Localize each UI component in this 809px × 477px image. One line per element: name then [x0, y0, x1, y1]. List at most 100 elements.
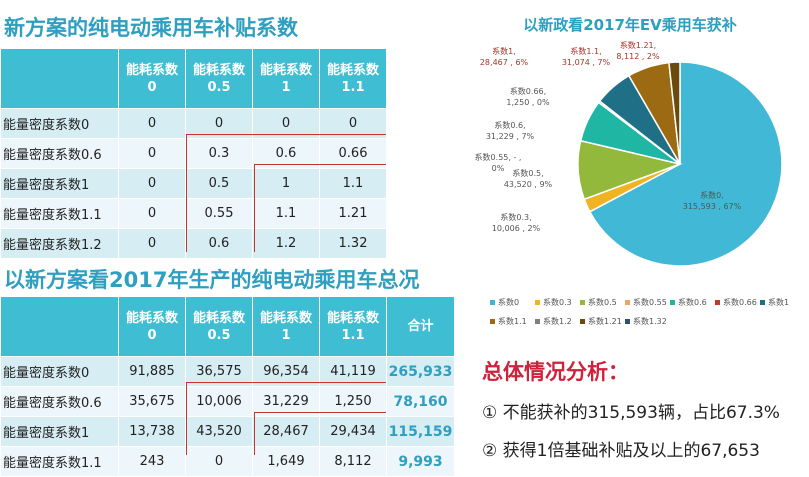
- overview-row-label: 能量密度系数1: [0, 416, 119, 447]
- overview-cell: 36,575: [185, 356, 253, 387]
- subsidy-header-cell: [0, 48, 119, 109]
- legend-label: 系数1.2: [543, 316, 572, 326]
- subsidy-pie-chart: 以新政看2017年EV乘用车获补 系数0, 315,593 , 67% 系数0.3,…: [475, 16, 790, 326]
- overview-threshold-b-v: [254, 412, 255, 455]
- pie-data-label: 系数1, 28,467 , 6%: [480, 46, 529, 67]
- legend-swatch: [535, 319, 540, 324]
- analysis-title: 总体情况分析：: [482, 360, 629, 384]
- subsidy-row-label: 能量密度系数1: [0, 168, 119, 199]
- pie-slice: [588, 61, 783, 267]
- pie-data-label: 系数0.3, 10,006 , 2%: [492, 212, 541, 233]
- subsidy-cell: 0: [118, 228, 186, 259]
- legend-swatch: [670, 300, 675, 305]
- subsidy-cell: 0: [118, 198, 186, 229]
- overview-cell: 13,738: [118, 416, 186, 447]
- legend-label: 系数1.21: [588, 316, 622, 326]
- overview-row-label: 能量密度系数0.6: [0, 386, 119, 417]
- overview-cell: 43,520: [185, 416, 253, 447]
- subsidy-cell: 1.21: [319, 198, 387, 229]
- subsidy-cell: 1.1: [319, 168, 387, 199]
- subsidy-cell: 0.3: [185, 138, 253, 169]
- subsidy-cell: 0.66: [319, 138, 387, 169]
- overview-cell: 265,933: [386, 356, 455, 387]
- subsidy-header-row: 能耗系数 0 能耗系数 0.5 能耗系数 1 能耗系数 1.1: [0, 48, 387, 109]
- threshold-line-b-v: [254, 164, 255, 252]
- subsidy-row: 能量密度系数1.2 0 0.6 1.2 1.32: [0, 228, 387, 259]
- subsidy-row: 能量密度系数1.1 0 0.55 1.1 1.21: [0, 198, 387, 229]
- overview-threshold-a-h: [186, 382, 386, 383]
- subsidy-table-title: 新方案的纯电动乘用车补贴系数: [4, 16, 298, 40]
- subsidy-cell: 1.2: [252, 228, 320, 259]
- overview-row: 能量密度系数1 13,738 43,520 28,467 29,434 115,159: [0, 416, 455, 447]
- subsidy-header-cell: 能耗系数 1: [252, 48, 320, 109]
- overview-header-row: 能耗系数 0 能耗系数 0.5 能耗系数 1 能耗系数 1.1 合计: [0, 296, 455, 357]
- analysis-point-2: ② 获得1倍基础补贴及以上的67,653: [482, 441, 760, 461]
- legend-label: 系数0.6: [678, 297, 707, 307]
- overview-cell: 1,250: [319, 386, 387, 417]
- threshold-line-a-h: [186, 134, 386, 135]
- overview-row-label: 能量密度系数0: [0, 356, 119, 387]
- overview-header-cell: 合计: [386, 296, 455, 357]
- analysis-point-1: ① 不能获补的315,593辆，占比67.3%: [482, 403, 780, 423]
- subsidy-cell: 0.6: [252, 138, 320, 169]
- legend-swatch: [625, 319, 630, 324]
- legend-label: 系数0.3: [543, 297, 572, 307]
- overview-cell: 1,649: [252, 446, 320, 477]
- overview-cell: 9,993: [386, 446, 455, 477]
- legend-item: 系数1.32: [625, 316, 667, 326]
- pie-data-label: 系数1.1, 31,074 , 7%: [562, 46, 611, 67]
- overview-cell: 28,467: [252, 416, 320, 447]
- subsidy-row-label: 能量密度系数0: [0, 108, 119, 139]
- legend-item: 系数0.6: [670, 297, 707, 307]
- legend-swatch: [715, 300, 720, 305]
- subsidy-cell: 0.5: [185, 168, 253, 199]
- legend-label: 系数1: [768, 297, 789, 307]
- overview-cell: 243: [118, 446, 186, 477]
- legend-swatch: [580, 319, 585, 324]
- subsidy-coefficient-table: 能耗系数 0 能耗系数 0.5 能耗系数 1 能耗系数 1.1 能量密度系数0 0 0 0 0 能量密度系…: [0, 48, 387, 259]
- overview-row: 能量密度系数1.1 243 0 1,649 8,112 9,993: [0, 446, 455, 477]
- legend-item: 系数0: [490, 297, 519, 307]
- subsidy-row-label: 能量密度系数0.6: [0, 138, 119, 169]
- legend-item: 系数0.5: [580, 297, 617, 307]
- overview-cell: 8,112: [319, 446, 387, 477]
- legend-swatch: [760, 300, 765, 305]
- legend-label: 系数1.1: [498, 316, 527, 326]
- legend-item: 系数0.55: [625, 297, 667, 307]
- subsidy-cell: 1.1: [252, 198, 320, 229]
- subsidy-row: 能量密度系数1 0 0.5 1 1.1: [0, 168, 387, 199]
- legend-swatch: [535, 300, 540, 305]
- overview-header-cell: 能耗系数 1.1: [319, 296, 387, 357]
- subsidy-cell: 0.6: [185, 228, 253, 259]
- pie-data-label: 系数0.55, - , 0%: [475, 152, 522, 173]
- legend-label: 系数1.32: [633, 316, 667, 326]
- chart-title: 以新政看2017年EV乘用车获补: [523, 16, 737, 34]
- overview-cell: 78,160: [386, 386, 455, 417]
- subsidy-row-label: 能量密度系数1.1: [0, 198, 119, 229]
- overview-header-cell: 能耗系数 0: [118, 296, 186, 357]
- legend-label: 系数0: [498, 297, 519, 307]
- subsidy-cell: 0: [118, 108, 186, 139]
- legend-item: 系数1.2: [535, 316, 572, 326]
- legend-item: 系数1.21: [580, 316, 622, 326]
- legend-swatch: [490, 319, 495, 324]
- subsidy-row-label: 能量密度系数1.2: [0, 228, 119, 259]
- overview-row-label: 能量密度系数1.1: [0, 446, 119, 477]
- overview-header-cell: 能耗系数 0.5: [185, 296, 253, 357]
- subsidy-header-cell: 能耗系数 0: [118, 48, 186, 109]
- legend-item: 系数0.66: [715, 297, 757, 307]
- legend-swatch: [625, 300, 630, 305]
- legend-label: 系数0.66: [723, 297, 757, 307]
- overview-cell: 96,354: [252, 356, 320, 387]
- pie-data-label: 系数0.5, 43,520 , 9%: [504, 168, 553, 189]
- subsidy-cell: 0: [252, 108, 320, 139]
- subsidy-cell: 1.32: [319, 228, 387, 259]
- threshold-line-b-h: [254, 164, 386, 165]
- legend-item: 系数1: [760, 297, 789, 307]
- overview-row: 能量密度系数0.6 35,675 10,006 31,229 1,250 78,160: [0, 386, 455, 417]
- subsidy-row: 能量密度系数0 0 0 0 0: [0, 108, 387, 139]
- legend-item: 系数0.3: [535, 297, 572, 307]
- subsidy-header-cell: 能耗系数 0.5: [185, 48, 253, 109]
- overview-header-cell: [0, 296, 119, 357]
- subsidy-cell: 0: [319, 108, 387, 139]
